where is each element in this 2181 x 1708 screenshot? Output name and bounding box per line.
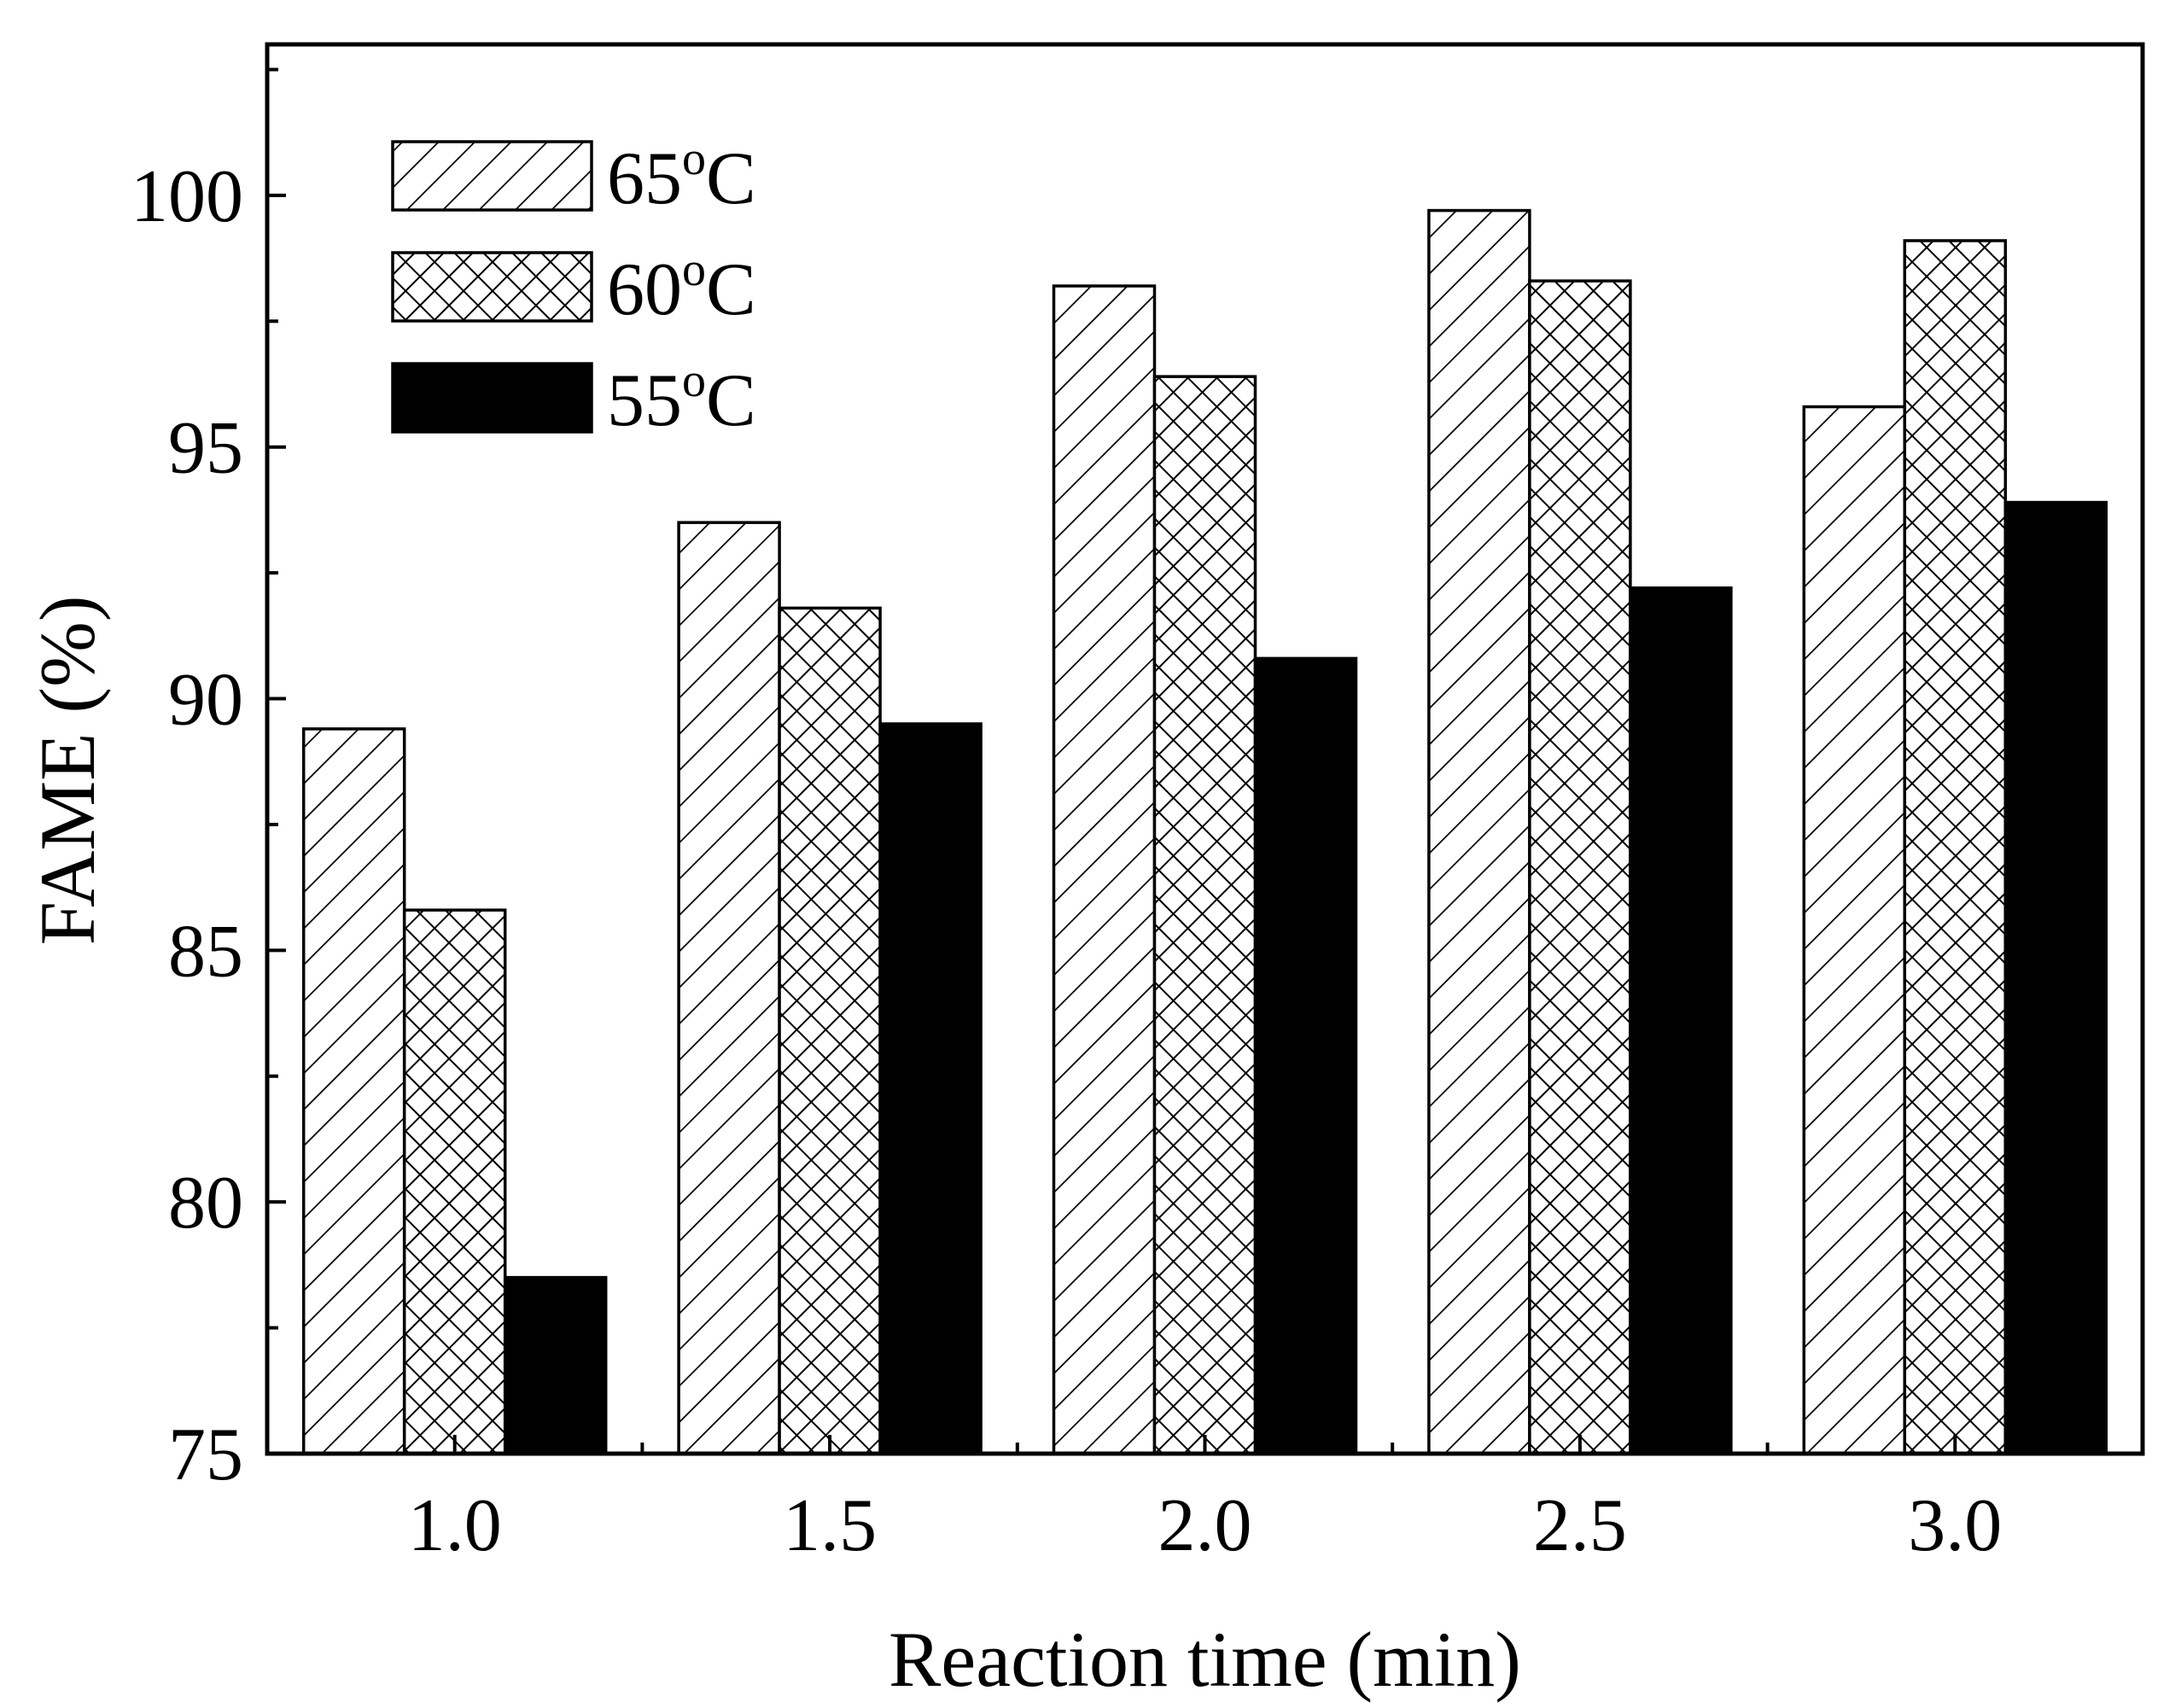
y-axis-title: FAME (%) [24, 596, 111, 946]
bar-65C-1.0 [301, 727, 406, 1455]
legend-label-55C: 55oC [607, 354, 756, 442]
legend-swatch-65C [391, 140, 593, 212]
bar-60C-2.0 [1152, 375, 1257, 1455]
y-tick-label: 95 [168, 407, 243, 490]
bar-60C-1.0 [402, 908, 507, 1455]
y-tick-label: 100 [131, 155, 243, 238]
axes-layer: 75 80 85 90 95 100 1.0 1.5 2.0 2.5 3.0 [131, 67, 2002, 1567]
bar-60C-1.5 [778, 606, 882, 1455]
bar-65C-2.5 [1427, 208, 1531, 1455]
bar-65C-1.5 [677, 521, 781, 1455]
legend-swatch-60C [391, 251, 593, 323]
bar-55C-3.0 [2003, 500, 2108, 1455]
x-tick-label: 2.0 [1158, 1484, 1252, 1567]
bar-65C-3.0 [1802, 405, 1907, 1455]
legend-label-60C: 60oC [607, 243, 756, 331]
y-tick-label: 75 [168, 1414, 243, 1496]
bar-55C-2.0 [1253, 656, 1358, 1455]
bars-layer [301, 208, 2108, 1455]
bar-60C-3.0 [1903, 239, 2008, 1455]
bar-60C-2.5 [1528, 279, 1632, 1455]
y-tick-label: 90 [168, 659, 243, 742]
x-axis-title: Reaction time (min) [889, 1616, 1521, 1703]
legend-swatch-55C [391, 362, 593, 434]
x-tick-label: 2.5 [1533, 1484, 1627, 1567]
bar-55C-1.5 [878, 722, 983, 1455]
x-tick-label: 1.0 [408, 1484, 502, 1567]
x-tick-label: 3.0 [1908, 1484, 2002, 1567]
bar-55C-2.5 [1629, 586, 1733, 1455]
y-tick-label: 80 [168, 1162, 243, 1245]
y-tick-label: 85 [168, 910, 243, 993]
legend-label-65C: 65oC [607, 132, 756, 220]
bar-65C-2.0 [1052, 284, 1157, 1455]
x-tick-label: 1.5 [783, 1484, 877, 1567]
legend: 65oC 60oC 55oC [391, 132, 756, 442]
bar-55C-1.0 [503, 1275, 608, 1455]
